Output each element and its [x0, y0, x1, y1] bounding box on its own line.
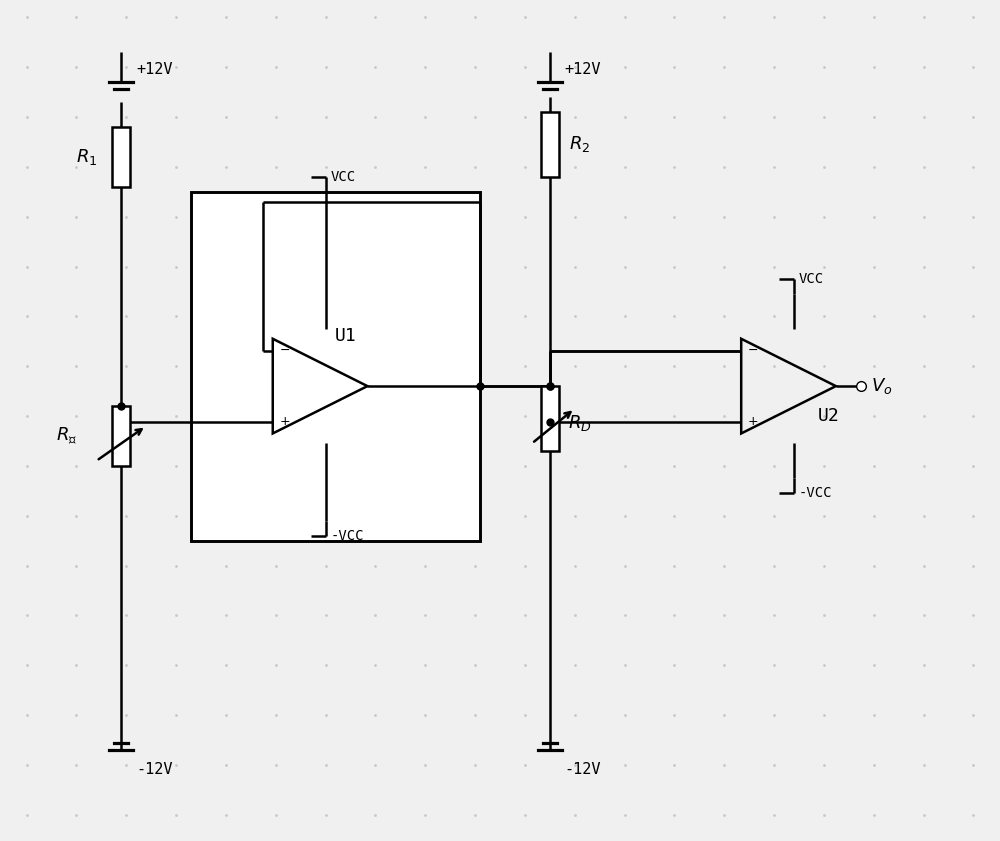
- Text: U2: U2: [818, 407, 840, 425]
- Bar: [112, 406, 130, 466]
- Text: $R_D$: $R_D$: [568, 414, 592, 433]
- Text: -12V: -12V: [136, 762, 173, 777]
- Text: +12V: +12V: [136, 62, 173, 77]
- Text: $R_1$: $R_1$: [76, 147, 97, 167]
- Text: −: −: [280, 344, 290, 357]
- Bar: [191, 192, 480, 541]
- Bar: [541, 386, 559, 451]
- Text: +12V: +12V: [565, 62, 601, 77]
- Text: $V_o$: $V_o$: [871, 376, 892, 396]
- Text: +: +: [280, 415, 290, 428]
- Text: -12V: -12V: [565, 762, 601, 777]
- Bar: [541, 112, 559, 177]
- Text: VCC: VCC: [331, 170, 356, 184]
- Text: $R_{补}$: $R_{补}$: [56, 426, 77, 447]
- Text: -VCC: -VCC: [331, 529, 364, 542]
- Text: -VCC: -VCC: [799, 486, 833, 500]
- Text: $R_2$: $R_2$: [569, 135, 590, 155]
- Text: −: −: [748, 344, 759, 357]
- Text: +: +: [748, 415, 759, 428]
- Bar: [112, 127, 130, 187]
- Text: VCC: VCC: [799, 272, 824, 287]
- Text: U1: U1: [335, 327, 356, 346]
